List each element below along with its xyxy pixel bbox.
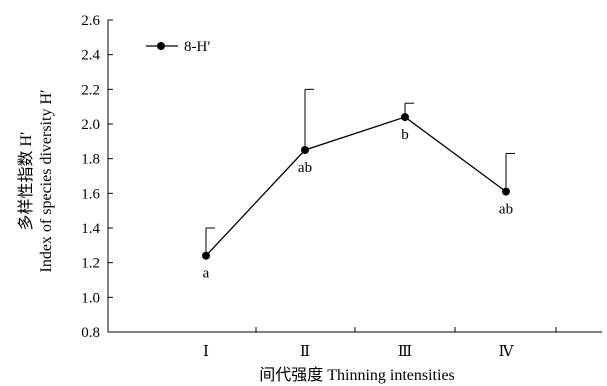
data-point (401, 113, 409, 122)
data-label: ab (499, 202, 513, 218)
data-point (502, 187, 510, 196)
y-tick-label: 0.8 (81, 325, 100, 341)
data-label: b (401, 127, 409, 143)
y-axis-title-line2: Index of species diversity H′ (38, 89, 55, 272)
y-axis-title-line1: 多样性指数 H′ (17, 131, 35, 230)
y-tick-label: 2.6 (81, 13, 100, 29)
y-tick-label: 1.6 (81, 186, 100, 202)
plot-area: 0.8 1.0 1.2 1.4 1.6 1.8 2.0 2.2 2.4 2.6 Ⅰ Ⅱ Ⅲ Ⅳ a ab b… (81, 13, 602, 360)
y-tick-label: 2.2 (81, 82, 100, 98)
x-tick-label: Ⅰ (203, 344, 209, 360)
data-points (202, 113, 510, 260)
data-point (202, 251, 210, 260)
x-tick-label: Ⅱ (300, 344, 310, 360)
y-ticks: 0.8 1.0 1.2 1.4 1.6 1.8 2.0 2.2 2.4 2.6 (81, 13, 113, 341)
legend: 8-H′ (146, 39, 211, 55)
y-tick-label: 2.0 (81, 117, 100, 133)
y-tick-label: 1.2 (81, 256, 100, 272)
x-tick-label: Ⅳ (499, 344, 515, 360)
y-tick-label: 2.4 (81, 48, 100, 64)
data-point (301, 146, 309, 154)
legend-label: 8-H′ (184, 39, 211, 55)
error-bars (205, 88, 515, 256)
x-tick-label: Ⅲ (398, 344, 412, 360)
legend-marker (157, 42, 165, 50)
data-labels: a ab b ab (203, 127, 513, 282)
y-tick-label: 1.8 (81, 152, 100, 168)
x-axis-title: 间代强度 Thinning intensities (259, 366, 455, 384)
y-tick-label: 1.4 (81, 221, 100, 237)
series-line (205, 116, 507, 257)
data-label: a (203, 266, 210, 282)
x-ticks: Ⅰ Ⅱ Ⅲ Ⅳ (203, 327, 557, 360)
data-label: ab (298, 160, 312, 176)
y-tick-label: 1.0 (81, 290, 100, 306)
